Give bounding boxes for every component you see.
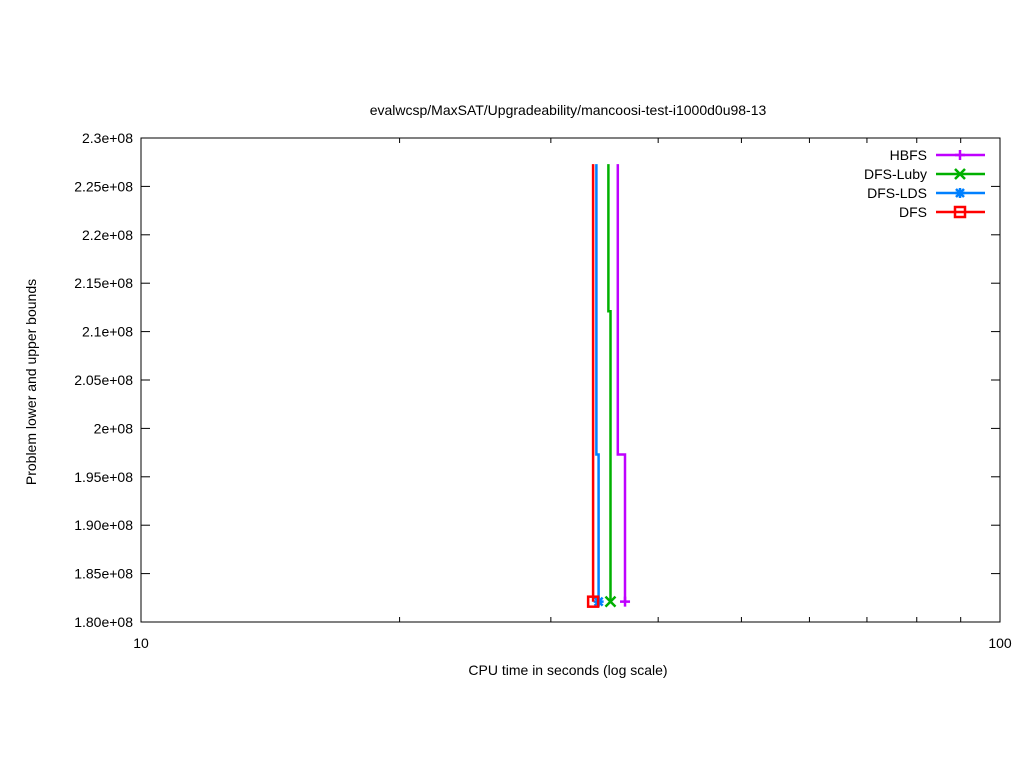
plus-marker [955, 150, 965, 160]
y-tick-label: 2.2e+08 [82, 227, 133, 243]
y-tick-label: 1.85e+08 [74, 566, 133, 582]
x-marker [604, 595, 617, 608]
legend-label: HBFS [890, 147, 927, 163]
x-tick-label: 10 [133, 635, 149, 651]
square-marker [586, 595, 600, 608]
series-line [595, 164, 600, 602]
series-line [607, 164, 612, 602]
legend-label: DFS-Luby [864, 166, 927, 182]
y-tick-label: 1.95e+08 [74, 469, 133, 485]
series-line [616, 164, 627, 602]
y-axis-label: Problem lower and upper bounds [23, 279, 39, 485]
y-tick-label: 1.80e+08 [74, 614, 133, 630]
y-tick-label: 2.15e+08 [74, 275, 133, 291]
y-tick-label: 1.90e+08 [74, 517, 133, 533]
y-tick-label: 2.1e+08 [82, 324, 133, 340]
x-axis-label: CPU time in seconds (log scale) [468, 662, 667, 678]
plot-border [140, 137, 1001, 623]
chart-title: evalwcsp/MaxSAT/Upgradeability/mancoosi-… [370, 102, 767, 118]
series-hbfs [616, 164, 631, 607]
star-marker [955, 188, 965, 198]
legend-label: DFS [899, 204, 927, 220]
y-tick-label: 2.25e+08 [74, 178, 133, 194]
y-tick-label: 2e+08 [94, 420, 134, 436]
series-dfs-luby [604, 164, 617, 608]
legend-label: DFS-LDS [867, 185, 927, 201]
series-dfs-lds [593, 164, 604, 607]
y-tick-label: 2.3e+08 [82, 130, 133, 146]
square-marker [953, 205, 967, 219]
series-dfs [586, 164, 600, 608]
y-tick-label: 2.05e+08 [74, 372, 133, 388]
plus-marker [620, 596, 631, 607]
x-marker [954, 168, 966, 180]
x-tick-label: 100 [988, 635, 1012, 651]
